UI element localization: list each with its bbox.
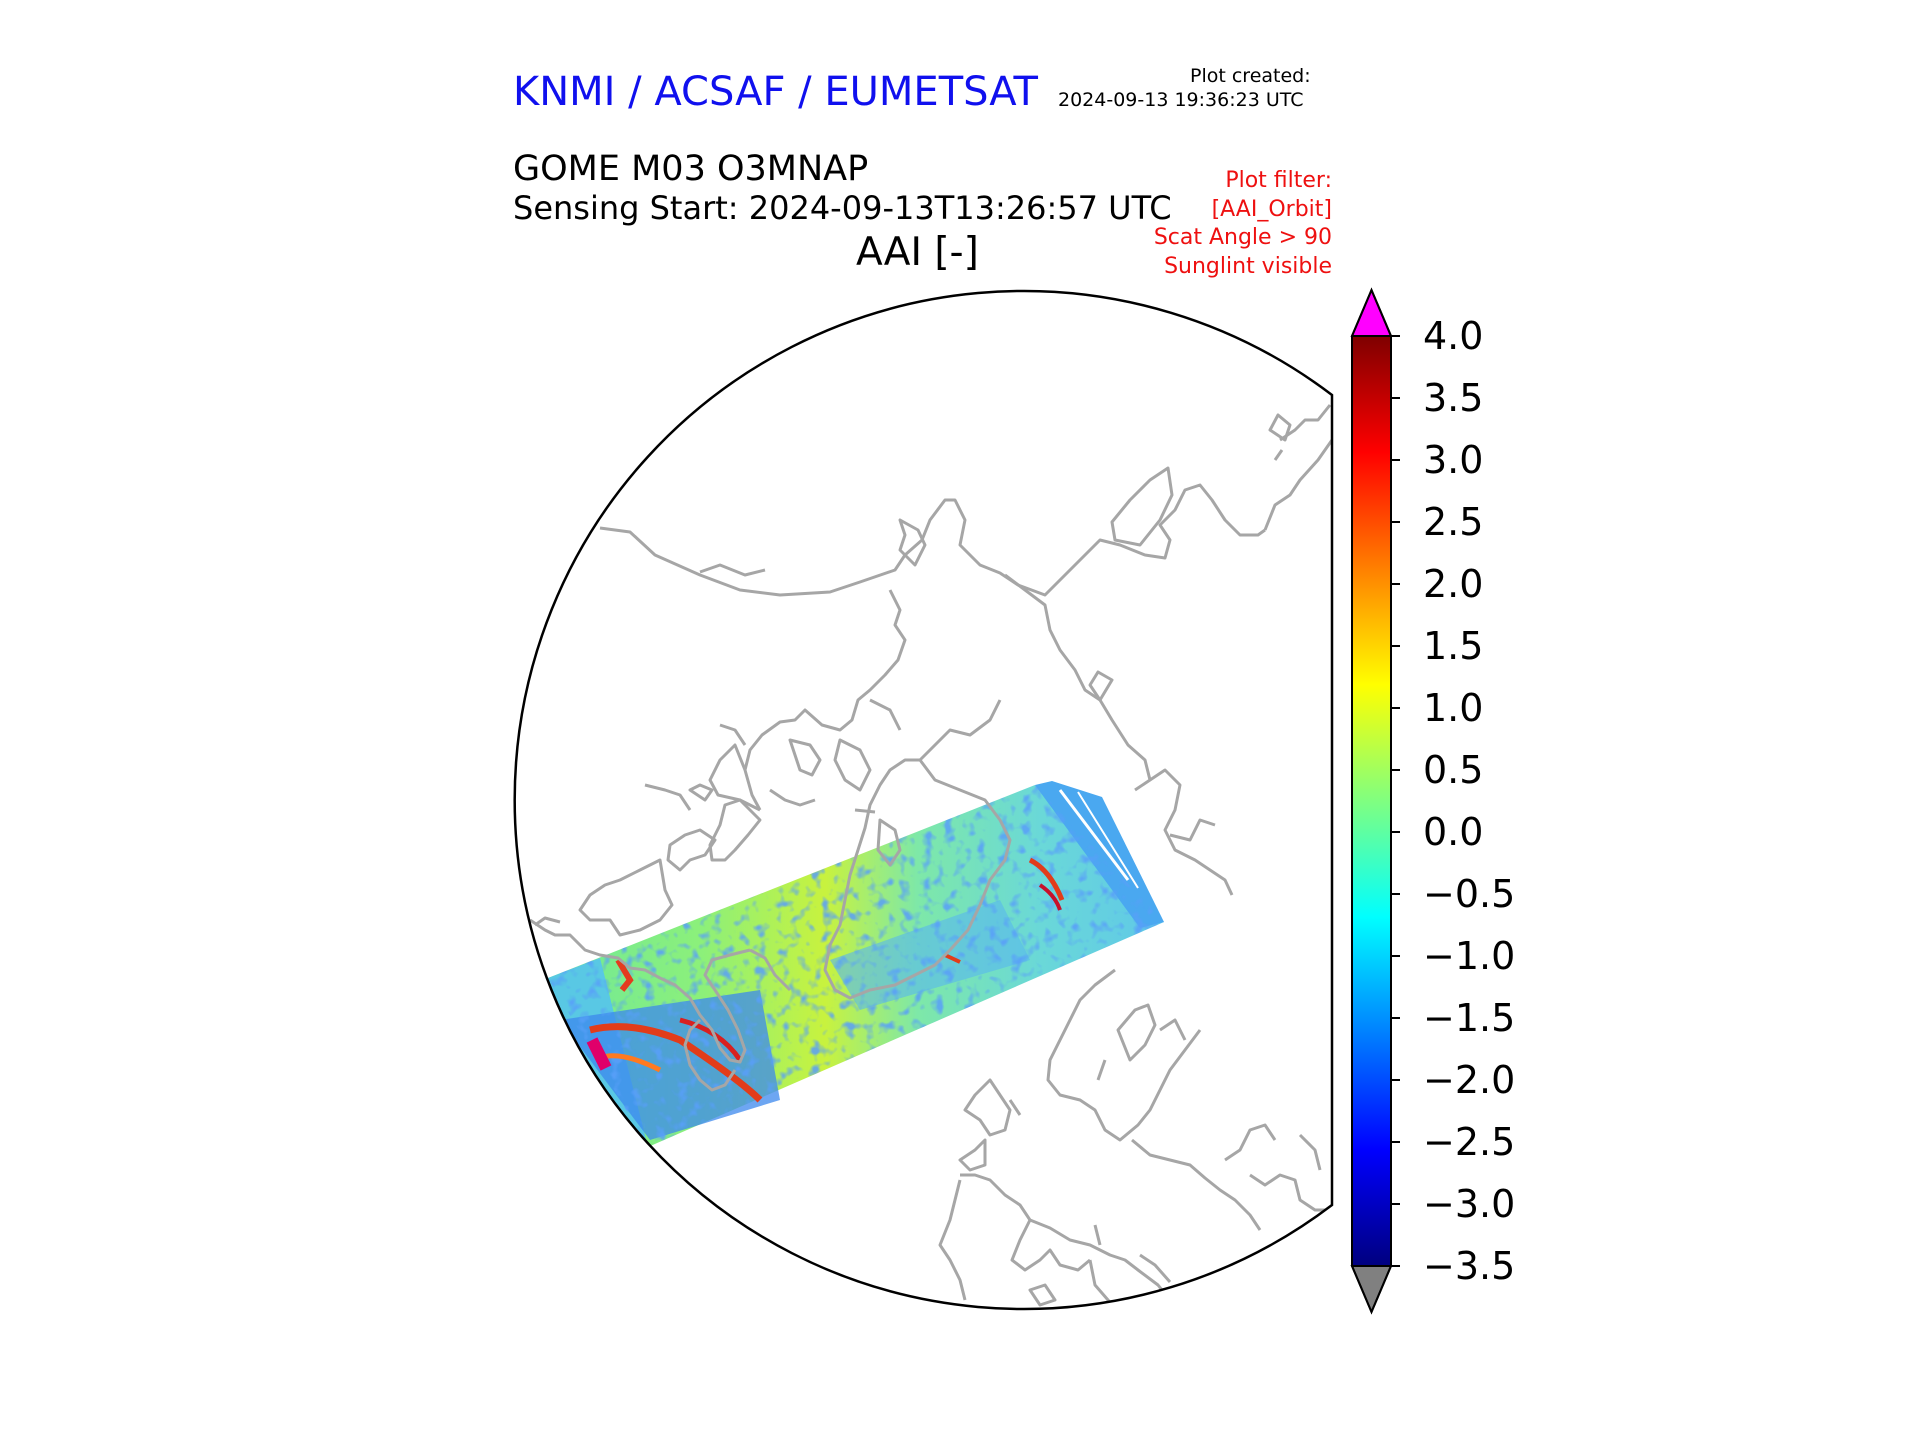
colorbar-tick-label: 2.5: [1423, 500, 1483, 544]
colorbar-tick-label: −1.0: [1423, 934, 1515, 978]
colorbar-tick-label: −1.5: [1423, 996, 1515, 1040]
colorbar-tick-label: −2.0: [1423, 1058, 1515, 1102]
map-boundary: [513, 289, 1334, 1311]
plot-filter-item: [AAI_Orbit]: [1211, 197, 1332, 222]
colorbar-tick-label: 0.0: [1423, 810, 1483, 854]
colorbar-tick-label: 4.0: [1423, 314, 1483, 358]
colorbar-over-arrow: [1350, 287, 1393, 337]
product-title: GOME M03 O3MNAP: [513, 149, 869, 189]
plot-created-value: 2024-09-13 19:36:23 UTC: [1058, 89, 1304, 111]
colorbar-ticks: 4.0 3.5 3.0 2.5 2.0 1.5 1.0 0.5 0.0 −0.5 −1.0 −1.5 −…: [1391, 314, 1515, 1288]
colorbar-tick-label: 0.5: [1423, 748, 1483, 792]
colorbar-tick-label: −3.0: [1423, 1182, 1515, 1226]
map-area: [529, 339, 1332, 1310]
plot-filter-item: Scat Angle > 90: [1153, 225, 1332, 250]
sensing-start: Sensing Start: 2024-09-13T13:26:57 UTC: [513, 189, 1172, 227]
colorbar-tick-label: −3.5: [1423, 1244, 1515, 1288]
colorbar-tick-label: 2.0: [1423, 562, 1483, 606]
colorbar-gradient: [1352, 336, 1391, 1266]
variable-title: AAI [-]: [856, 230, 979, 275]
plot-filter-title: Plot filter:: [1225, 168, 1332, 193]
aai-swath: [548, 781, 1164, 1150]
plot-filter-item: Sunglint visible: [1164, 254, 1332, 279]
coastlines: [529, 339, 1332, 1310]
colorbar-tick-label: −0.5: [1423, 872, 1515, 916]
colorbar-tick-label: 3.5: [1423, 376, 1483, 420]
colorbar-tick-label: 1.0: [1423, 686, 1483, 730]
colorbar-under-arrow: [1350, 1265, 1393, 1315]
organization-title: KNMI / ACSAF / EUMETSAT: [513, 69, 1038, 115]
plot-created-label: Plot created:: [1190, 65, 1311, 87]
colorbar-tick-label: −2.5: [1423, 1120, 1515, 1164]
colorbar: 4.0 3.5 3.0 2.5 2.0 1.5 1.0 0.5 0.0 −0.5 −1.0 −1.5 −…: [1350, 287, 1515, 1315]
colorbar-tick-label: 3.0: [1423, 438, 1483, 482]
colorbar-tick-label: 1.5: [1423, 624, 1483, 668]
